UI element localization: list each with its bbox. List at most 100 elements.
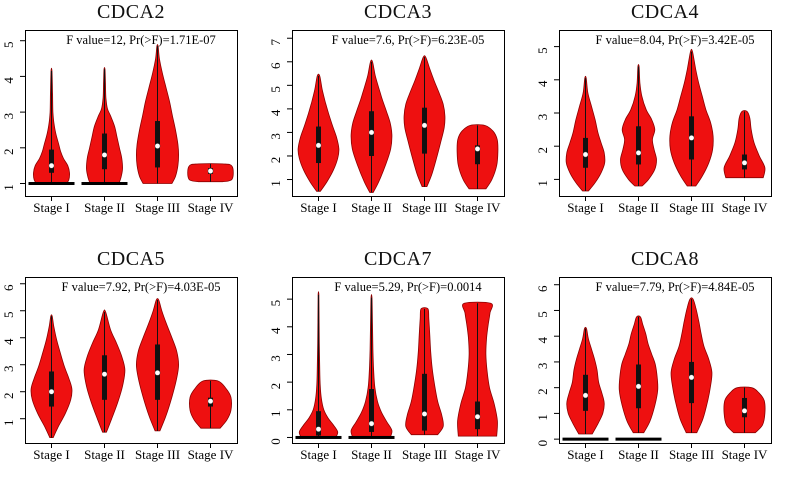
median-dot — [315, 142, 322, 149]
median-dot — [635, 383, 642, 390]
x-tick-label: Stage III — [402, 200, 447, 215]
f-value-annotation: F value=5.29, Pr(>F)=0.0014 — [334, 280, 482, 294]
violin-chart-cdca5: 1 2 3 4 5 6 Stage I Stage II Stage III Stage IV F … — [1, 277, 238, 462]
y-tick-label: 2 — [535, 147, 550, 154]
x-tick-label: Stage II — [351, 200, 392, 215]
median-dot — [421, 411, 428, 417]
median-dot — [582, 392, 589, 399]
f-value-annotation: F value=7.6, Pr(>F)=6.23E-05 — [332, 33, 485, 47]
violin-chart-cdca3: 1 2 3 4 5 6 7 Stage I Stage II Stage III Stage IV F… — [268, 30, 505, 215]
y-tick-label: 4 — [268, 327, 283, 334]
violin-stage-iii — [405, 307, 444, 436]
median-dot — [368, 420, 375, 427]
y-tick-label: 2 — [268, 157, 283, 164]
y-tick-label: 6 — [1, 284, 16, 291]
median-dot — [207, 168, 214, 174]
violin-stage-iii — [135, 44, 180, 184]
x-tick-label: Stage I — [33, 447, 69, 462]
x-tick-label: Stage III — [402, 447, 447, 462]
median-dot — [741, 408, 748, 414]
violin-stage-ii — [620, 64, 657, 187]
y-tick-label: 5 — [268, 86, 283, 93]
y-tick-label: 4 — [268, 109, 283, 116]
median-dot — [741, 159, 748, 166]
f-value-annotation: F value=7.79, Pr(>F)=4.84E-05 — [596, 280, 755, 294]
x-tick-label: Stage IV — [188, 447, 234, 462]
violin-stage-iv — [457, 301, 498, 437]
violin-stage-i — [565, 75, 606, 192]
y-tick-label: 2 — [1, 392, 16, 399]
y-tick-label: 3 — [1, 113, 16, 120]
violin-stage-ii — [615, 315, 662, 441]
y-tick-label: 4 — [1, 77, 16, 84]
iqr-bar — [742, 397, 747, 418]
x-tick-label: Stage I — [567, 447, 603, 462]
median-dot — [635, 150, 642, 156]
x-tick-label: Stage III — [135, 447, 180, 462]
iqr-bar — [422, 107, 427, 154]
x-tick-label: Stage III — [669, 447, 714, 462]
y-tick-label: 0 — [535, 440, 550, 447]
baseline-bar — [615, 437, 662, 441]
panel-cdca2: CDCA2 1 2 3 4 5 Stage I Stage II Stage III Stage… — [0, 0, 267, 230]
panel-title-cdca8: CDCA8 — [630, 248, 700, 270]
violin-stage-iv — [723, 386, 766, 434]
panel-title-cdca3: CDCA3 — [363, 1, 433, 23]
y-tick-label: 0 — [268, 438, 283, 445]
y-tick-label: 4 — [535, 80, 550, 87]
median-dot — [154, 143, 161, 149]
violin-chart-cdca2: 1 2 3 4 5 Stage I Stage II Stage III Stage IV F v… — [1, 30, 238, 215]
x-tick-label: Stage II — [84, 200, 125, 215]
y-tick-label: 5 — [268, 300, 283, 307]
violin-stage-i — [297, 73, 340, 192]
x-tick-label: Stage IV — [455, 200, 501, 215]
median-dot — [368, 129, 375, 136]
y-tick-label: 1 — [535, 180, 550, 187]
violin-stage-i — [30, 314, 73, 438]
violin-stage-iv — [723, 110, 766, 179]
violin-stage-i — [28, 67, 75, 186]
median-dot — [688, 374, 695, 381]
x-tick-label: Stage II — [618, 447, 659, 462]
iqr-bar — [422, 373, 427, 431]
y-tick-label: 2 — [1, 149, 16, 156]
y-tick-label: 6 — [268, 62, 283, 69]
median-dot — [474, 146, 481, 152]
iqr-bar — [636, 126, 641, 165]
f-value-annotation: F value=12, Pr(>F)=1.71E-07 — [66, 33, 216, 47]
baseline-bar — [81, 182, 128, 186]
median-dot — [474, 413, 481, 420]
iqr-bar — [102, 133, 107, 170]
panel-cdca3: CDCA3 1 2 3 4 5 6 7 Stage I Stage II Stage III Sta… — [267, 0, 534, 230]
x-tick-label: Stage III — [669, 200, 714, 215]
y-tick-label: 1 — [535, 414, 550, 421]
x-tick-label: Stage IV — [455, 447, 501, 462]
violin-stage-ii — [350, 59, 393, 193]
panel-cdca5: CDCA5 1 2 3 4 5 6 Stage I Stage II Stage III Stag… — [0, 230, 267, 476]
y-tick-label: 6 — [535, 285, 550, 292]
violin-stage-iv — [189, 379, 232, 429]
iqr-bar — [475, 145, 480, 165]
median-dot — [154, 370, 161, 376]
violin-stage-ii — [348, 294, 395, 439]
y-tick-label: 1 — [268, 180, 283, 187]
y-tick-label: 5 — [535, 47, 550, 54]
y-tick-label: 1 — [268, 411, 283, 418]
y-tick-label: 2 — [268, 383, 283, 390]
panel-title-cdca5: CDCA5 — [96, 248, 166, 270]
y-tick-label: 3 — [535, 363, 550, 370]
y-tick-label: 4 — [535, 336, 550, 343]
median-dot — [48, 162, 55, 169]
median-dot — [101, 152, 108, 158]
median-dot — [315, 426, 322, 432]
violin-stage-iv — [187, 163, 234, 183]
violin-stage-iii — [670, 297, 713, 434]
f-value-annotation: F value=8.04, Pr(>F)=3.42E-05 — [596, 33, 755, 47]
x-tick-label: Stage II — [84, 447, 125, 462]
x-tick-label: Stage I — [33, 200, 69, 215]
y-tick-label: 1 — [1, 419, 16, 426]
y-tick-label: 4 — [1, 338, 16, 345]
violin-stage-ii — [83, 309, 126, 433]
y-tick-label: 3 — [268, 355, 283, 362]
